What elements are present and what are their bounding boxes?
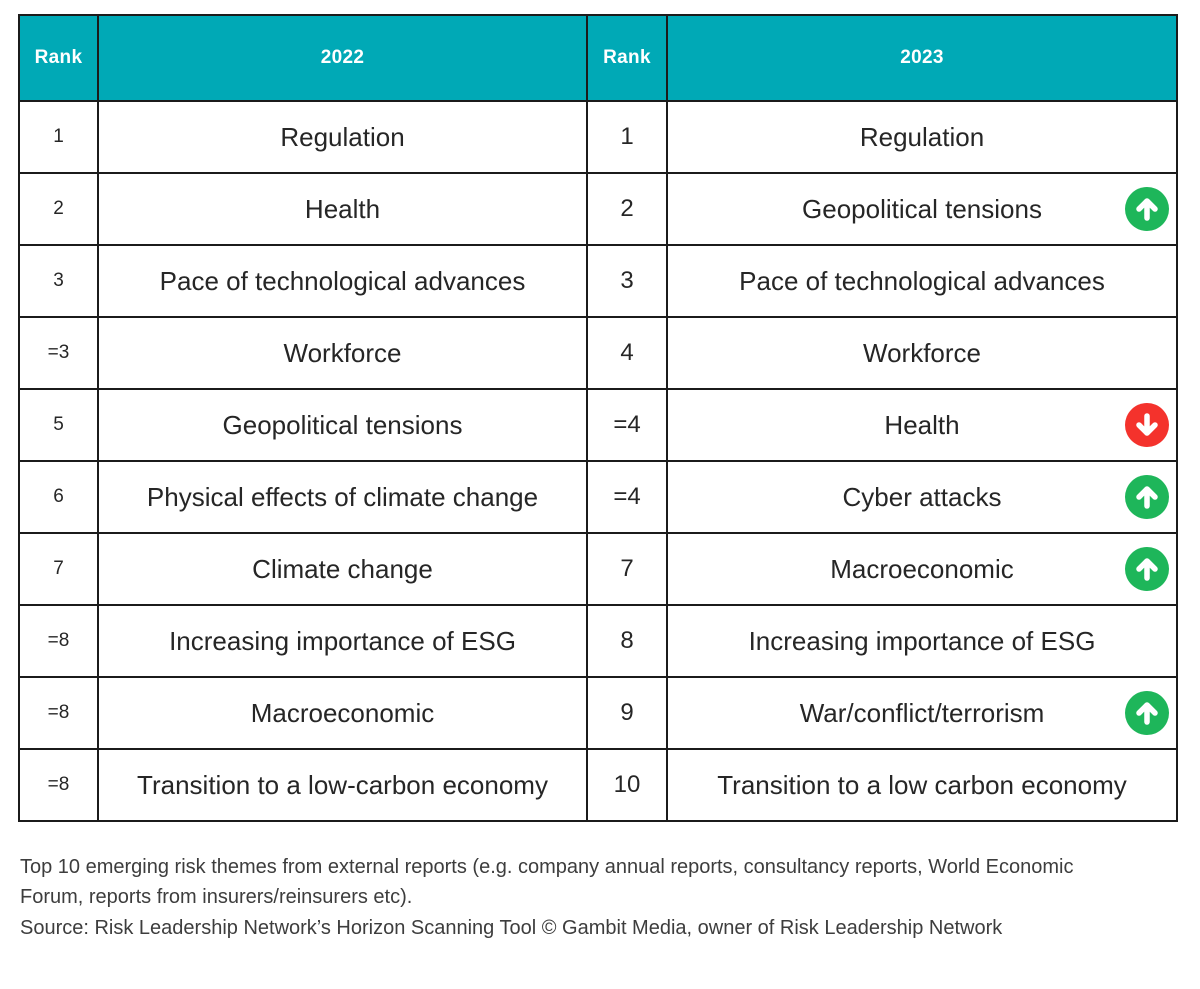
theme-2023-cell: Geopolitical tensions: [666, 172, 1178, 246]
rank-2022-cell: 6: [18, 460, 99, 534]
theme-2022-cell: Increasing importance of ESG: [97, 604, 588, 678]
rank-2023-cell: 3: [586, 244, 668, 318]
theme-2022-cell: Climate change: [97, 532, 588, 606]
table-footer: Top 10 emerging risk themes from externa…: [20, 852, 1110, 943]
theme-2022-cell: Physical effects of climate change: [97, 460, 588, 534]
table-row: 2 Health 2 Geopolitical tensions: [18, 172, 1178, 246]
rank-2023-cell: 1: [586, 100, 668, 174]
theme-2022-cell: Regulation: [97, 100, 588, 174]
table-row: 5 Geopolitical tensions =4 Health: [18, 388, 1178, 462]
table-row: =8 Macroeconomic 9 War/conflict/terroris…: [18, 676, 1178, 750]
theme-2023-cell: Pace of technological advances: [666, 244, 1178, 318]
arrow-up-circle-icon: [1125, 475, 1169, 519]
header-2023: 2023: [666, 14, 1178, 102]
theme-2023-cell: Health: [666, 388, 1178, 462]
table-row: 7 Climate change 7 Macroeconomic: [18, 532, 1178, 606]
table-row: =3 Workforce 4 Workforce: [18, 316, 1178, 390]
rank-2023-cell: 9: [586, 676, 668, 750]
theme-2022-cell: Macroeconomic: [97, 676, 588, 750]
rank-2023-cell: =4: [586, 460, 668, 534]
theme-2023-cell: Cyber attacks: [666, 460, 1178, 534]
theme-2022-cell: Geopolitical tensions: [97, 388, 588, 462]
header-2022: 2022: [97, 14, 588, 102]
rank-2022-cell: 7: [18, 532, 99, 606]
rank-2023-cell: 10: [586, 748, 668, 822]
table-row: =8 Increasing importance of ESG 8 Increa…: [18, 604, 1178, 678]
table-row: =8 Transition to a low-carbon economy 10…: [18, 748, 1178, 822]
theme-2023-cell: Workforce: [666, 316, 1178, 390]
arrow-up-circle-icon: [1125, 187, 1169, 231]
table-caption: Top 10 emerging risk themes from externa…: [20, 856, 1074, 908]
risk-ranking-table: Rank 2022 Rank 2023 1 Regulation 1 Regul…: [18, 14, 1178, 822]
header-rank-2023: Rank: [586, 14, 668, 102]
rank-2023-cell: 8: [586, 604, 668, 678]
rank-2022-cell: 5: [18, 388, 99, 462]
rank-2023-cell: 2: [586, 172, 668, 246]
table-row: 6 Physical effects of climate change =4 …: [18, 460, 1178, 534]
arrow-down-circle-icon: [1125, 403, 1169, 447]
table-row: 1 Regulation 1 Regulation: [18, 100, 1178, 174]
theme-2023-cell: Regulation: [666, 100, 1178, 174]
theme-2022-cell: Workforce: [97, 316, 588, 390]
theme-2023-label: Macroeconomic: [830, 553, 1014, 584]
theme-2023-cell: Macroeconomic: [666, 532, 1178, 606]
arrow-up-circle-icon: [1125, 691, 1169, 735]
rank-2022-cell: =3: [18, 316, 99, 390]
header-rank-2022: Rank: [18, 14, 99, 102]
header-row: Rank 2022 Rank 2023: [18, 14, 1178, 102]
theme-2022-cell: Pace of technological advances: [97, 244, 588, 318]
theme-2023-label: Cyber attacks: [842, 481, 1002, 512]
theme-2023-label: Regulation: [859, 121, 985, 152]
theme-2023-cell: War/conflict/terrorism: [666, 676, 1178, 750]
table-row: 3 Pace of technological advances 3 Pace …: [18, 244, 1178, 318]
rank-2022-cell: 2: [18, 172, 99, 246]
theme-2023-label: Pace of technological advances: [739, 265, 1105, 296]
theme-2022-cell: Health: [97, 172, 588, 246]
arrow-up-circle-icon: [1125, 547, 1169, 591]
source-attribution: Source: Risk Leadership Network’s Horizo…: [20, 917, 1003, 939]
table-body: 1 Regulation 1 Regulation 2 Health 2 Geo…: [18, 100, 1178, 822]
rank-2022-cell: =8: [18, 676, 99, 750]
theme-2023-label: Transition to a low carbon economy: [717, 769, 1127, 800]
theme-2022-cell: Transition to a low-carbon economy: [97, 748, 588, 822]
theme-2023-label: Health: [884, 409, 960, 440]
theme-2023-label: Increasing importance of ESG: [748, 625, 1096, 656]
rank-2023-cell: 7: [586, 532, 668, 606]
theme-2023-label: Workforce: [863, 337, 981, 368]
theme-2023-label: War/conflict/terrorism: [799, 697, 1045, 728]
rank-2023-cell: =4: [586, 388, 668, 462]
rank-2022-cell: 3: [18, 244, 99, 318]
rank-2022-cell: 1: [18, 100, 99, 174]
theme-2023-cell: Increasing importance of ESG: [666, 604, 1178, 678]
theme-2023-cell: Transition to a low carbon economy: [666, 748, 1178, 822]
theme-2023-label: Geopolitical tensions: [802, 193, 1042, 224]
rank-2022-cell: =8: [18, 604, 99, 678]
rank-2022-cell: =8: [18, 748, 99, 822]
table-header: Rank 2022 Rank 2023: [18, 14, 1178, 102]
rank-2023-cell: 4: [586, 316, 668, 390]
